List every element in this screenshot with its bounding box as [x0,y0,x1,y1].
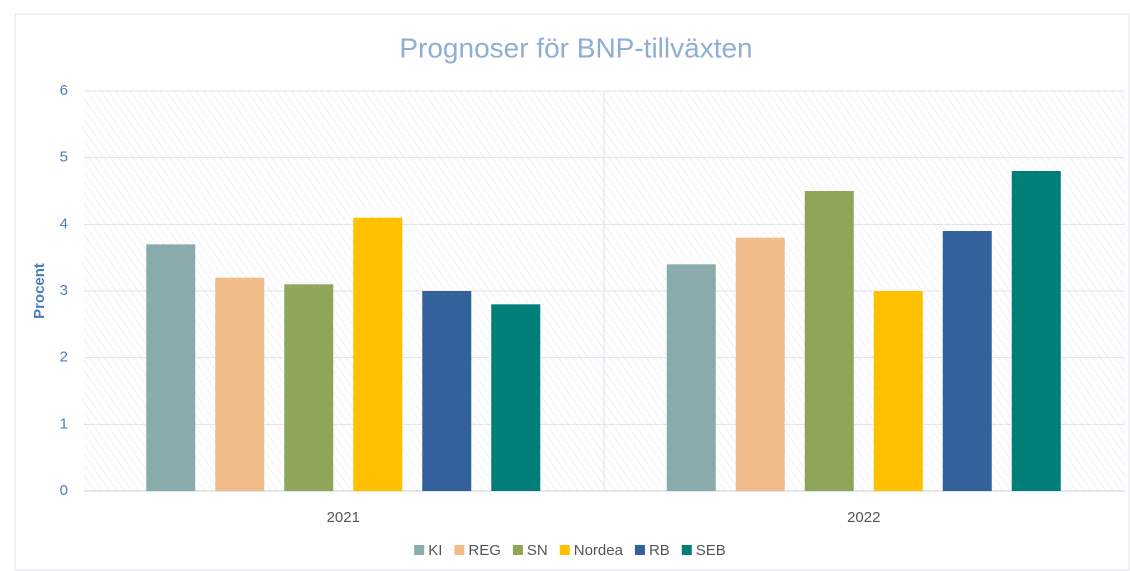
legend-swatch [414,545,425,555]
bar [353,217,403,491]
y-tick-label: 4 [60,215,68,232]
legend-label: KI [428,542,442,559]
bar [942,231,992,491]
legend-label: REG [468,542,501,559]
legend-swatch [559,545,570,555]
bar [804,191,854,491]
bar [146,244,196,491]
chart-title: Prognoser för BNP-tillväxten [399,32,752,63]
legend-swatch [454,545,465,555]
x-tick-label: 2022 [847,509,880,526]
y-tick-label: 2 [60,349,68,366]
legend-swatch [634,545,645,555]
y-tick-label: 3 [60,282,68,299]
y-axis-label: Procent [31,263,48,319]
y-tick-label: 5 [60,149,68,166]
bar [873,291,923,491]
bar [735,237,785,491]
bar [215,277,265,491]
legend-label: SN [527,542,548,559]
y-tick-label: 0 [60,482,68,499]
y-tick-label: 1 [60,415,68,432]
y-tick-label: 6 [60,82,68,99]
bar [491,304,541,491]
x-tick-label: 2021 [327,509,360,526]
bar [284,284,334,491]
bar [666,264,716,491]
legend-label: SEB [696,542,726,559]
legend-label: RB [649,542,670,559]
legend-swatch [681,545,692,555]
legend-swatch [512,545,523,555]
legend-label: Nordea [574,542,624,559]
bar [422,291,472,491]
bar [1011,171,1061,491]
